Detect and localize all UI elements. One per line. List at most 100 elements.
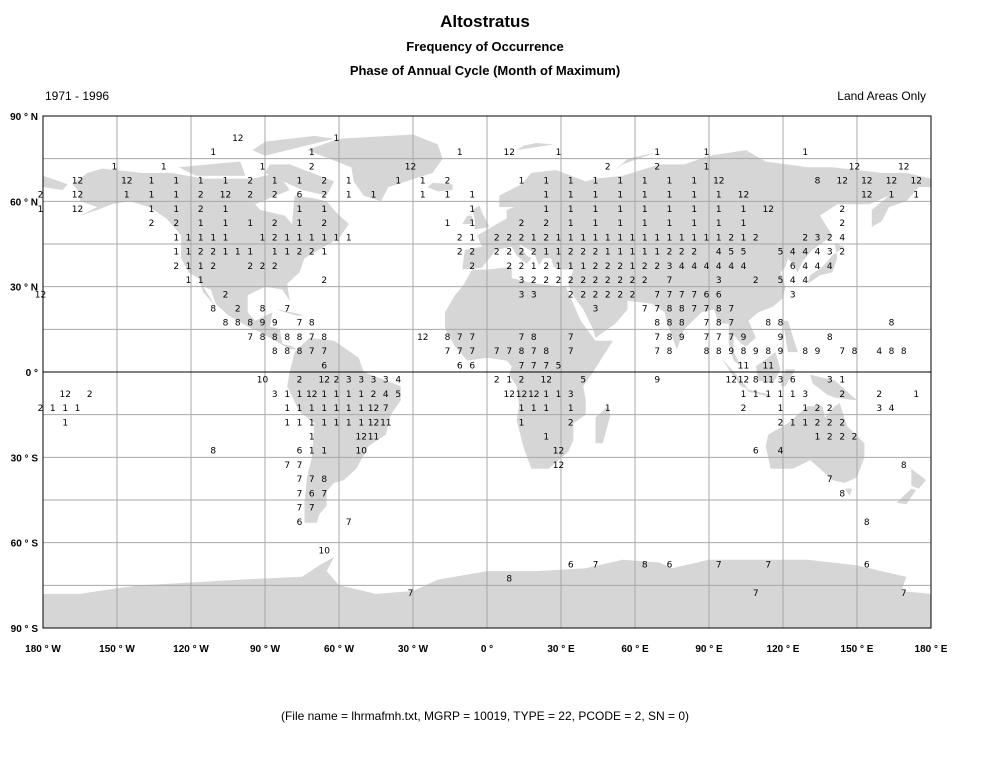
- cell-value: 1: [173, 177, 179, 187]
- cell-value: 1: [284, 233, 290, 243]
- cell-value: 8: [247, 319, 253, 329]
- cell-value: 1: [667, 233, 673, 243]
- cell-value: 1: [556, 148, 562, 158]
- cell-value: 8: [284, 347, 290, 357]
- cell-value: 8: [297, 347, 303, 357]
- cell-value: 1: [704, 233, 710, 243]
- cell-value: 2: [272, 233, 278, 243]
- cell-value: 1: [580, 262, 586, 272]
- cell-value: 1: [704, 148, 710, 158]
- cell-value: 8: [235, 319, 241, 329]
- land-baffin: [265, 164, 335, 196]
- cell-value: 1: [457, 148, 463, 158]
- cell-value: 7: [519, 361, 525, 371]
- lon-tick-label: 120 ° E: [767, 644, 800, 655]
- cell-value: 1: [334, 134, 340, 144]
- cell-value: 8: [223, 319, 229, 329]
- cell-value: 7: [457, 333, 463, 343]
- cell-value: 1: [543, 433, 549, 443]
- cell-value: 7: [679, 290, 685, 300]
- cell-value: 8: [309, 319, 315, 329]
- land-greenland: [306, 134, 443, 202]
- cell-value: 2: [235, 305, 241, 315]
- cell-value: 1: [297, 233, 303, 243]
- cell-value: 7: [531, 347, 537, 357]
- cell-value: 3: [827, 248, 833, 258]
- cell-value: 12: [738, 376, 749, 386]
- land-ireland: [462, 215, 473, 225]
- lon-tick-label: 90 ° E: [695, 644, 723, 655]
- cell-value: 3: [531, 290, 537, 300]
- cell-value: 1: [223, 177, 229, 187]
- cell-value: 1: [272, 248, 278, 258]
- cell-value: 7: [469, 333, 475, 343]
- cell-value: 12: [861, 191, 872, 201]
- cell-value: 4: [802, 248, 808, 258]
- cell-value: 1: [593, 219, 599, 229]
- cell-value: 2: [506, 262, 512, 272]
- graticule: [43, 116, 931, 628]
- cell-value: 1: [667, 219, 673, 229]
- cell-value: 1: [617, 219, 623, 229]
- cell-value: 1: [593, 177, 599, 187]
- cell-value: 2: [543, 233, 549, 243]
- cell-value: 2: [494, 233, 500, 243]
- cell-value: 9: [778, 347, 784, 357]
- cell-value: 2: [667, 248, 673, 258]
- cell-value: 7: [297, 475, 303, 485]
- land-north-america: [72, 168, 349, 350]
- cell-value: 1: [790, 390, 796, 400]
- cell-value: 8: [531, 333, 537, 343]
- cell-value: 1: [543, 390, 549, 400]
- cell-value: 7: [297, 461, 303, 471]
- cell-value: 1: [445, 191, 451, 201]
- cell-value: 1: [519, 418, 525, 428]
- cell-value: 1: [186, 276, 192, 286]
- cell-value: 6: [790, 262, 796, 272]
- cell-value: 1: [395, 177, 401, 187]
- cell-value: 2: [543, 262, 549, 272]
- cell-value: 12: [72, 205, 83, 215]
- cell-value: 7: [753, 589, 759, 599]
- cell-value: 10: [318, 546, 330, 556]
- cell-value: 1: [716, 233, 722, 243]
- cell-value: 4: [802, 262, 808, 272]
- cell-value: 2: [617, 276, 623, 286]
- lon-tick-label: 120 ° W: [173, 644, 209, 655]
- cell-value: 1: [741, 390, 747, 400]
- cell-value: 6: [864, 561, 870, 571]
- cell-value: 1: [568, 233, 574, 243]
- cell-value: 6: [790, 376, 796, 386]
- cell-value: 12: [417, 333, 428, 343]
- cell-value: 8: [272, 333, 278, 343]
- cell-value: 7: [519, 333, 525, 343]
- cell-value: 1: [716, 191, 722, 201]
- cell-value: 2: [272, 262, 278, 272]
- cell-value: 1: [346, 390, 352, 400]
- cell-value: 8: [679, 319, 685, 329]
- cell-value: 2: [605, 290, 611, 300]
- cell-value: 2: [198, 191, 204, 201]
- cell-value: 1: [284, 404, 290, 414]
- cell-value: 8: [321, 333, 327, 343]
- cell-value: 2: [593, 248, 599, 258]
- cell-value: 1: [543, 404, 549, 414]
- cell-value: 2: [839, 390, 845, 400]
- cell-value: 1: [593, 205, 599, 215]
- cell-value: 7: [704, 305, 710, 315]
- cell-value: 1: [297, 404, 303, 414]
- cell-value: 1: [556, 262, 562, 272]
- cell-value: 1: [617, 191, 623, 201]
- cell-value: 12: [503, 148, 514, 158]
- cell-value: 2: [568, 290, 574, 300]
- cell-value: 8: [716, 305, 722, 315]
- cell-value: 1: [839, 376, 845, 386]
- cell-value: 2: [272, 191, 278, 201]
- cell-value: 1: [654, 248, 660, 258]
- cell-value: 11: [380, 418, 391, 428]
- cell-value: 7: [654, 333, 660, 343]
- cell-value: 2: [753, 233, 759, 243]
- land-japan: [807, 244, 845, 284]
- cell-value: 1: [260, 162, 266, 172]
- cell-value: 2: [543, 219, 549, 229]
